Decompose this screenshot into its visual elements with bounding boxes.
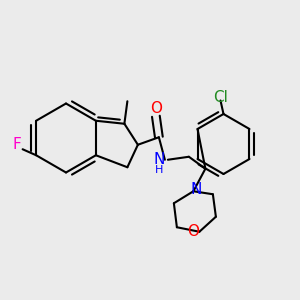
Text: O: O: [150, 101, 162, 116]
Text: F: F: [12, 137, 21, 152]
Text: O: O: [188, 224, 200, 239]
Text: N: N: [154, 152, 165, 167]
Text: N: N: [191, 182, 202, 197]
Text: H: H: [155, 165, 164, 175]
Text: Cl: Cl: [213, 90, 228, 105]
